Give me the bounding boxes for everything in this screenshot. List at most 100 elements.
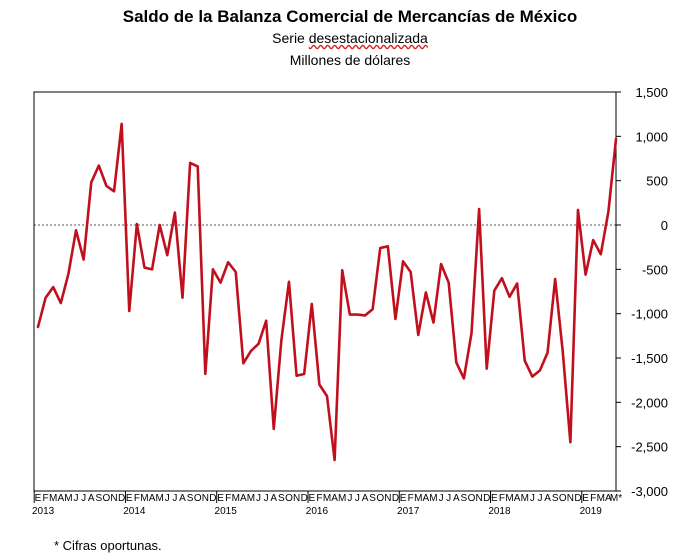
series-layer bbox=[36, 122, 618, 462]
x-year-label: 2014 bbox=[123, 506, 146, 517]
x-year-label: 2018 bbox=[488, 506, 511, 517]
x-month-label: D bbox=[392, 493, 399, 504]
x-month-label: J bbox=[347, 493, 352, 504]
x-month-label: A bbox=[88, 493, 95, 504]
y-tick-label: -1,500 bbox=[631, 351, 668, 366]
y-tick-label: 0 bbox=[661, 218, 668, 233]
x-month-label: J bbox=[81, 493, 86, 504]
x-month-label: E bbox=[582, 493, 589, 504]
x-month-label: J bbox=[165, 493, 170, 504]
x-month-label: M bbox=[429, 493, 437, 504]
x-month-label: N bbox=[384, 493, 391, 504]
x-month-label: M bbox=[247, 493, 255, 504]
y-tick-label: -2,000 bbox=[631, 395, 668, 410]
x-month-label: S bbox=[187, 493, 194, 504]
x-month-label: A bbox=[240, 493, 247, 504]
x-month-label: E bbox=[400, 493, 407, 504]
x-month-label: F bbox=[499, 493, 505, 504]
x-month-label: F bbox=[408, 493, 414, 504]
x-month-label: N bbox=[110, 493, 117, 504]
x-month-label: N bbox=[202, 493, 209, 504]
x-month-label: M bbox=[505, 493, 513, 504]
x-month-label: J bbox=[439, 493, 444, 504]
x-month-label: M bbox=[414, 493, 422, 504]
y-tick-label: -3,000 bbox=[631, 484, 668, 499]
x-month-label: A bbox=[423, 493, 430, 504]
x-year-label: 2015 bbox=[215, 506, 238, 517]
x-month-label: O bbox=[468, 493, 476, 504]
x-month-label: D bbox=[209, 493, 216, 504]
x-month-label: S bbox=[461, 493, 468, 504]
chart-title: Saldo de la Balanza Comercial de Mercanc… bbox=[122, 7, 578, 26]
x-month-label: O bbox=[285, 493, 293, 504]
x-month-label: E bbox=[126, 493, 133, 504]
x-month-label: M bbox=[64, 493, 72, 504]
x-month-label: N bbox=[293, 493, 300, 504]
x-month-label: M bbox=[338, 493, 346, 504]
x-month-label: O bbox=[194, 493, 202, 504]
x-month-label: M bbox=[156, 493, 164, 504]
series-line bbox=[36, 122, 618, 462]
x-month-label: A bbox=[57, 493, 64, 504]
x-month-label: O bbox=[559, 493, 567, 504]
x-month-label: E bbox=[217, 493, 224, 504]
x-year-label: 2013 bbox=[32, 506, 55, 517]
chart-subtitle: Serie desestacionalizada bbox=[0, 30, 700, 46]
x-year-label: 2016 bbox=[306, 506, 329, 517]
x-month-label: N bbox=[567, 493, 574, 504]
x-month-label: J bbox=[355, 493, 360, 504]
x-month-label: A bbox=[605, 493, 612, 504]
x-month-label: D bbox=[301, 493, 308, 504]
x-month-label: F bbox=[225, 493, 231, 504]
x-month-label: A bbox=[544, 493, 551, 504]
x-month-label: J bbox=[172, 493, 177, 504]
y-tick-label: -1,000 bbox=[631, 307, 668, 322]
x-month-label: A bbox=[179, 493, 186, 504]
x-month-label: S bbox=[96, 493, 103, 504]
x-month-label: A bbox=[149, 493, 156, 504]
x-month-label: A bbox=[331, 493, 338, 504]
unit-label: Millones de dólares bbox=[289, 52, 411, 68]
y-tick-label: 1,500 bbox=[635, 85, 668, 100]
subtitle-prefix: Serie bbox=[272, 30, 309, 46]
x-month-label: A bbox=[270, 493, 277, 504]
x-month-label: J bbox=[264, 493, 269, 504]
x-month-label: A bbox=[362, 493, 369, 504]
x-month-label: M bbox=[521, 493, 529, 504]
x-month-label: S bbox=[369, 493, 376, 504]
x-month-label: D bbox=[574, 493, 581, 504]
x-month-label: M bbox=[49, 493, 57, 504]
x-month-label: F bbox=[134, 493, 140, 504]
x-month-label: A bbox=[514, 493, 521, 504]
y-tick-label: 1,000 bbox=[635, 129, 668, 144]
x-month-label: E bbox=[491, 493, 498, 504]
x-month-label: D bbox=[118, 493, 125, 504]
x-month-label: O bbox=[103, 493, 111, 504]
x-month-label: J bbox=[74, 493, 79, 504]
y-tick-label: 500 bbox=[646, 174, 668, 189]
y-axis: 1,500 1,000 500 0 -500 -1,000 -1,500 -2,000 -2,5… bbox=[616, 85, 668, 499]
x-month-label: F bbox=[43, 493, 49, 504]
x-month-label: A bbox=[453, 493, 460, 504]
plot-frame bbox=[33, 91, 617, 492]
x-month-label: E bbox=[308, 493, 315, 504]
x-month-label: M bbox=[232, 493, 240, 504]
x-month-label: D bbox=[483, 493, 490, 504]
x-month-label: S bbox=[278, 493, 285, 504]
subtitle-word: desestacionalizada bbox=[308, 30, 428, 46]
x-month-label: M bbox=[597, 493, 605, 504]
x-month-label: F bbox=[590, 493, 596, 504]
x-year-label: 2019 bbox=[580, 506, 603, 517]
footnote: * Cifras oportunas. bbox=[54, 538, 162, 553]
x-month-label: M* bbox=[610, 493, 622, 504]
x-month-label: J bbox=[256, 493, 261, 504]
x-month-label: S bbox=[552, 493, 559, 504]
x-month-label: F bbox=[316, 493, 322, 504]
x-month-label: M bbox=[140, 493, 148, 504]
x-month-label: N bbox=[475, 493, 482, 504]
x-month-label: J bbox=[537, 493, 542, 504]
x-month-label: O bbox=[376, 493, 384, 504]
x-year-label: 2017 bbox=[397, 506, 420, 517]
